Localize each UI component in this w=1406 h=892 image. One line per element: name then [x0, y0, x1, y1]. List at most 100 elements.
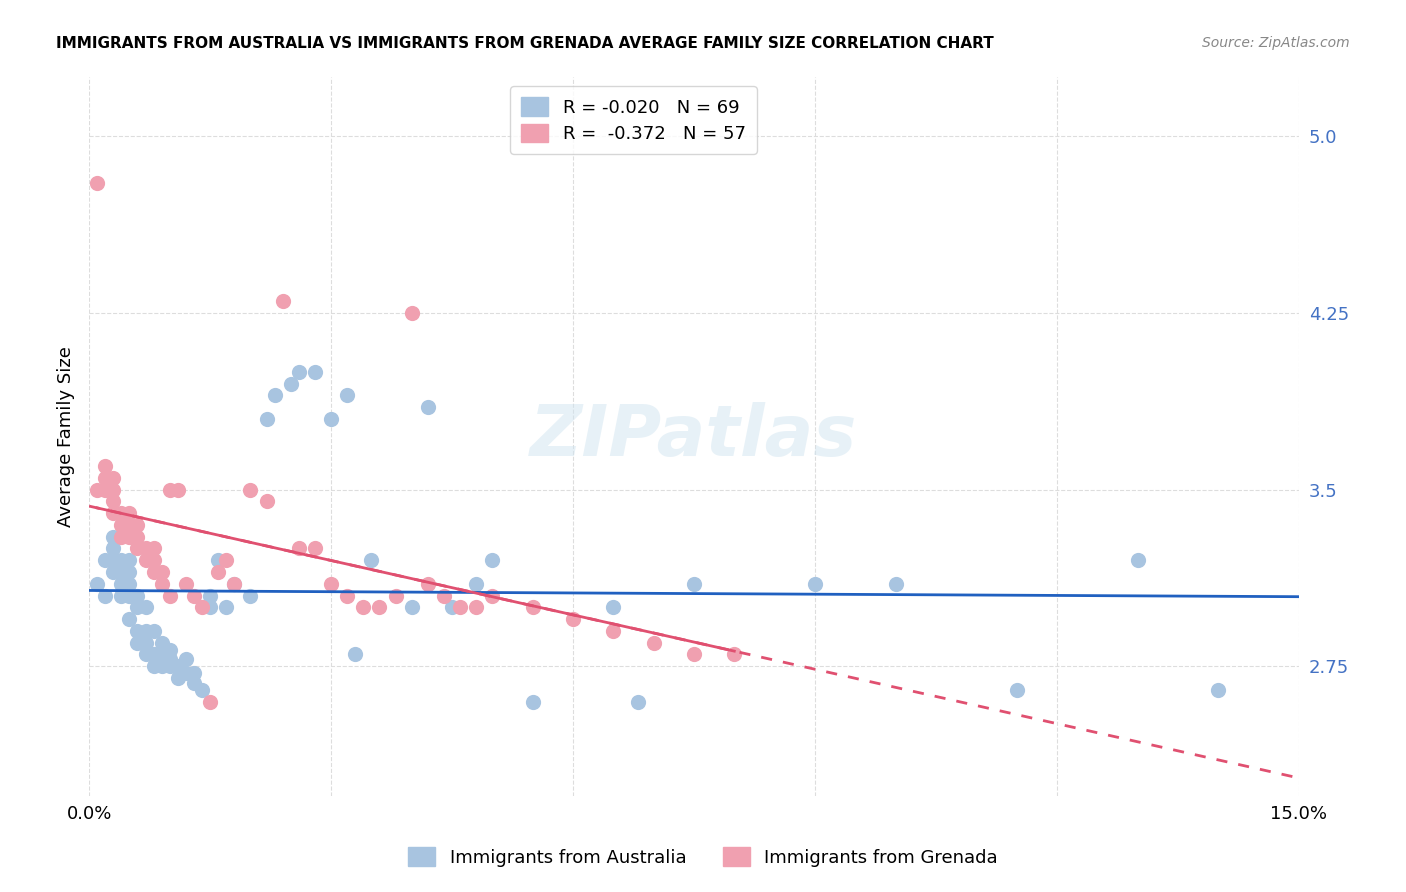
Point [127, 635, 149, 649]
Point [127, 624, 149, 638]
Point [166, 671, 188, 685]
Point [127, 517, 149, 532]
Point [287, 541, 309, 556]
Point [280, 376, 302, 391]
Point [94, 471, 117, 485]
Point [118, 517, 141, 532]
Point [103, 565, 125, 579]
Point [602, 624, 624, 638]
Point [433, 589, 456, 603]
Point [562, 612, 585, 626]
Point [142, 624, 165, 638]
Point [481, 589, 503, 603]
Point [465, 600, 488, 615]
Point [127, 541, 149, 556]
Point [118, 506, 141, 520]
Point [215, 553, 238, 567]
Point [416, 400, 439, 414]
Point [150, 576, 173, 591]
Legend: Immigrants from Australia, Immigrants from Grenada: Immigrants from Australia, Immigrants fr… [401, 840, 1005, 874]
Point [449, 600, 471, 615]
Point [344, 648, 367, 662]
Point [166, 483, 188, 497]
Point [481, 553, 503, 567]
Legend: R = -0.020   N = 69, R =  -0.372   N = 57: R = -0.020 N = 69, R = -0.372 N = 57 [510, 87, 756, 154]
Point [94, 458, 117, 473]
Point [401, 306, 423, 320]
Point [118, 576, 141, 591]
Point [602, 600, 624, 615]
Point [368, 600, 391, 615]
Point [118, 612, 141, 626]
Point [683, 576, 706, 591]
Point [224, 576, 246, 591]
Text: ZIPatlas: ZIPatlas [530, 402, 858, 471]
Point [110, 530, 132, 544]
Point [191, 600, 214, 615]
Point [142, 565, 165, 579]
Point [207, 553, 229, 567]
Point [159, 659, 181, 673]
Point [336, 589, 359, 603]
Point [110, 589, 132, 603]
Point [183, 589, 205, 603]
Point [135, 624, 157, 638]
Text: IMMIGRANTS FROM AUSTRALIA VS IMMIGRANTS FROM GRENADA AVERAGE FAMILY SIZE CORRELA: IMMIGRANTS FROM AUSTRALIA VS IMMIGRANTS … [56, 36, 994, 51]
Point [150, 565, 173, 579]
Point [465, 576, 488, 591]
Point [118, 589, 141, 603]
Point [110, 506, 132, 520]
Point [256, 494, 278, 508]
Point [723, 648, 745, 662]
Point [135, 600, 157, 615]
Point [118, 565, 141, 579]
Point [191, 682, 214, 697]
Point [86, 177, 108, 191]
Point [522, 600, 544, 615]
Point [683, 648, 706, 662]
Point [159, 589, 181, 603]
Point [319, 412, 342, 426]
Point [135, 541, 157, 556]
Point [103, 541, 125, 556]
Point [159, 652, 181, 666]
Point [94, 553, 117, 567]
Point [207, 565, 229, 579]
Point [110, 517, 132, 532]
Point [142, 659, 165, 673]
Point [239, 483, 262, 497]
Point [135, 648, 157, 662]
Point [224, 576, 246, 591]
Point [142, 553, 165, 567]
Point [287, 365, 309, 379]
Point [352, 600, 374, 615]
Point [401, 600, 423, 615]
Point [643, 635, 665, 649]
Point [127, 600, 149, 615]
Point [183, 675, 205, 690]
Point [166, 659, 188, 673]
Point [150, 635, 173, 649]
Point [103, 471, 125, 485]
Point [1206, 682, 1229, 697]
Point [94, 483, 117, 497]
Point [150, 659, 173, 673]
Point [336, 388, 359, 402]
Point [135, 635, 157, 649]
Point [127, 589, 149, 603]
Point [150, 648, 173, 662]
Point [135, 553, 157, 567]
Point [1005, 682, 1028, 697]
Point [271, 294, 294, 309]
Point [103, 530, 125, 544]
Point [159, 642, 181, 657]
Point [127, 530, 149, 544]
Point [159, 483, 181, 497]
Point [183, 666, 205, 681]
Point [198, 694, 221, 708]
Point [94, 589, 117, 603]
Point [198, 589, 221, 603]
Point [304, 541, 326, 556]
Point [110, 565, 132, 579]
Point [86, 483, 108, 497]
